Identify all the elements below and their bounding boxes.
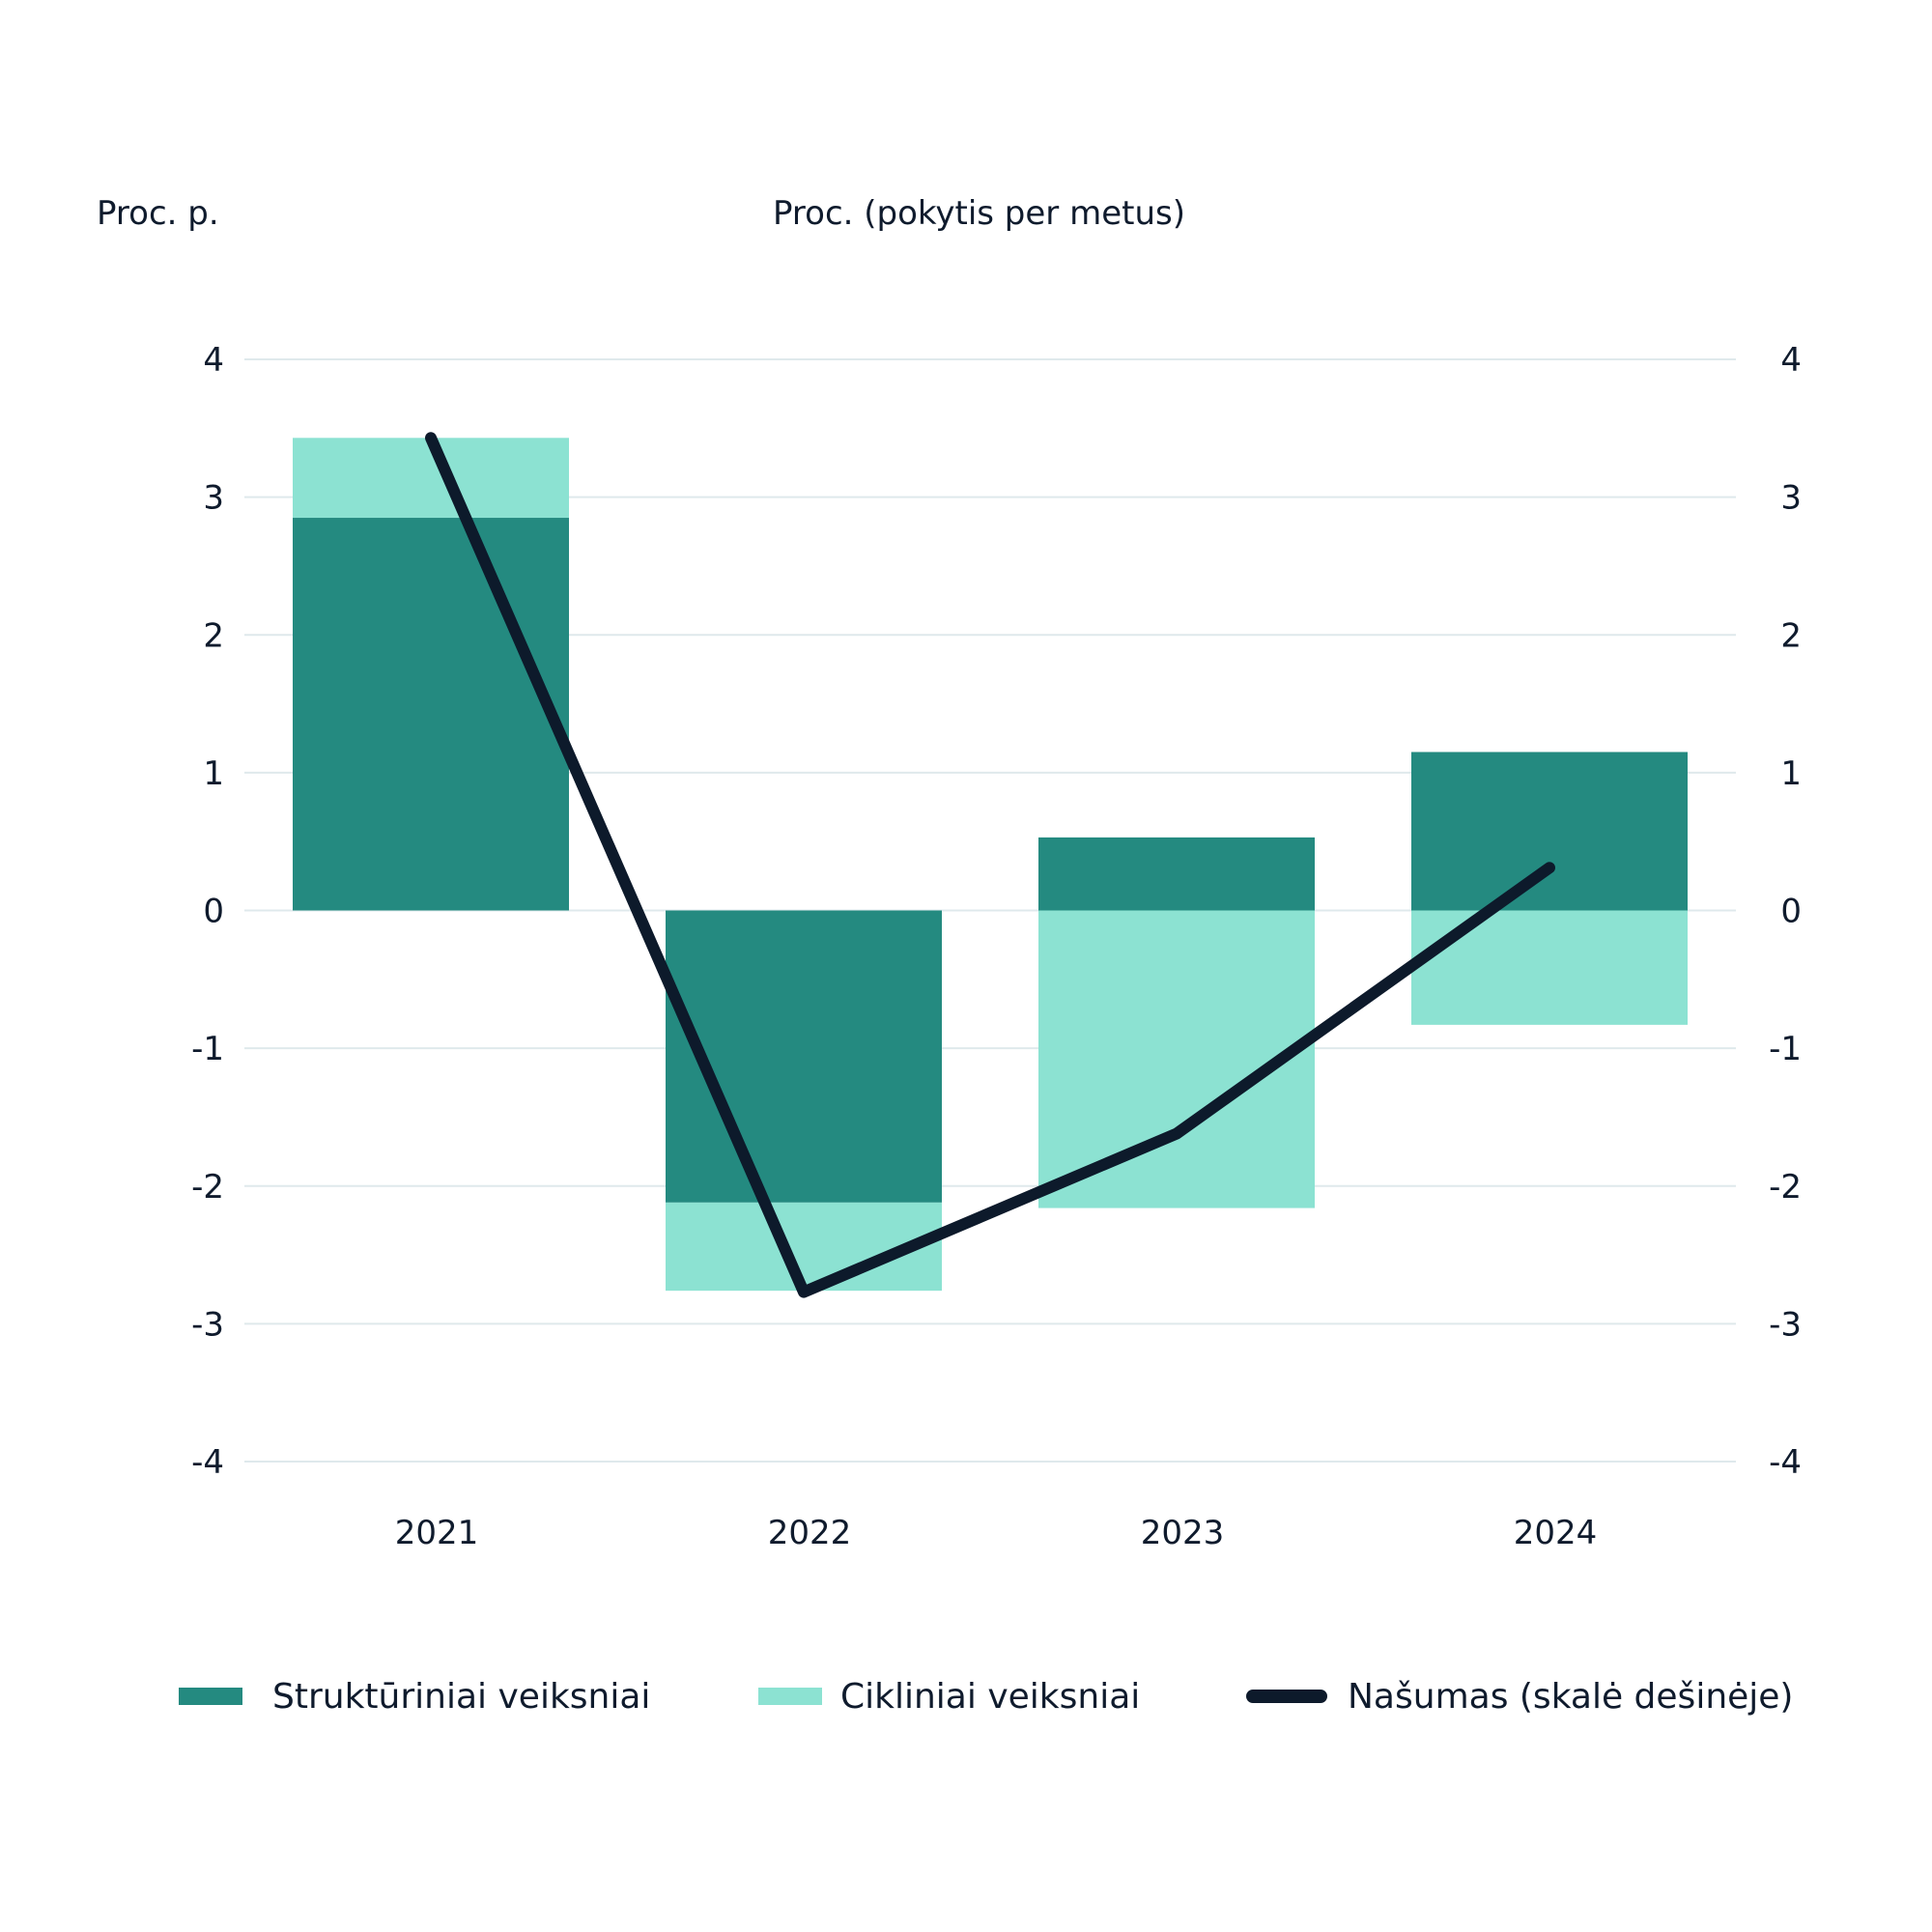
right-axis-label: Proc. (pokytis per metus) [773,194,1185,233]
x-tick-label: 2022 [768,1514,852,1552]
bar-layer [293,438,1688,1292]
left-y-tick-label: 3 [203,479,224,518]
bar-strukturiniai-veiksniai [293,518,569,911]
bar-strukturiniai-veiksniai [1038,837,1315,911]
legend-label-nasumas: Našumas (skalė dešinėje) [1348,1677,1793,1717]
axis-layer: 4 4 3 3 2 2 1 1 0 0 -1 -1 -2 -2 -3 -3 -4 -4 2021 2022 2023 20… [191,341,1802,1552]
line-nasumas [425,432,1555,1298]
legend-label-cikliniai: Cikliniai veiksniai [840,1677,1140,1717]
legend-layer: Struktūriniai veiksniai Cikliniai veiksni… [179,1677,1793,1717]
legend-swatch-strukturiniai [179,1688,242,1705]
x-tick-label: 2024 [1514,1514,1598,1552]
left-y-tick-label: -1 [191,1030,224,1068]
left-y-tick-label: 1 [203,754,224,793]
left-y-tick-label: 0 [203,893,224,931]
right-y-tick-label: 3 [1780,479,1802,518]
right-y-tick-label: 2 [1780,616,1802,655]
right-y-tick-label: 1 [1780,754,1802,793]
legend-swatch-cikliniai [758,1688,822,1705]
right-y-tick-label: 0 [1780,893,1802,931]
legend-label-strukturiniai: Struktūriniai veiksniai [272,1677,650,1717]
bar-strukturiniai-veiksniai [1411,752,1688,911]
left-y-tick-label: -4 [191,1443,224,1482]
left-y-tick-label: 4 [203,341,224,380]
right-y-tick-label: -3 [1769,1305,1802,1344]
bar-strukturiniai-veiksniai [666,910,942,1203]
left-y-tick-label: -2 [191,1168,224,1207]
bar-cikliniai-veiksniai [1411,910,1688,1025]
bar-cikliniai-veiksniai [666,1202,942,1292]
right-y-tick-label: 4 [1780,341,1802,380]
right-y-tick-label: -1 [1769,1030,1802,1068]
right-y-tick-label: -4 [1769,1443,1802,1482]
right-y-tick-label: -2 [1769,1168,1802,1207]
left-axis-label: Proc. p. [97,194,219,233]
line-layer [425,432,1555,1298]
x-tick-label: 2023 [1141,1514,1225,1552]
left-y-tick-label: -3 [191,1305,224,1344]
left-y-tick-label: 2 [203,616,224,655]
x-tick-label: 2021 [395,1514,479,1552]
bar-cikliniai-veiksniai [1038,910,1315,1208]
